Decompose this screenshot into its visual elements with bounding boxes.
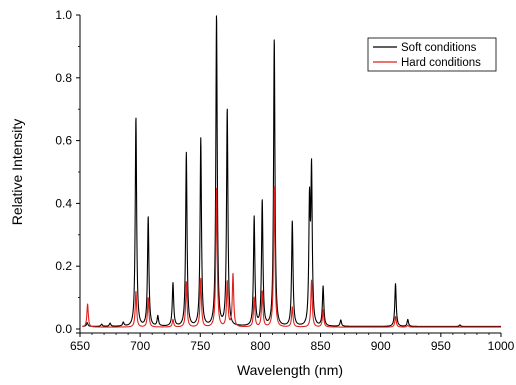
y-tick-label: 1.0 [55,8,72,22]
x-tick-label: 650 [70,339,90,353]
y-tick-label: 0.0 [55,322,72,336]
legend: Soft conditions Hard conditions [367,37,497,72]
y-axis-title: Relative Intensity [9,119,25,226]
x-tick-label: 1000 [488,339,515,353]
legend-box [367,37,497,72]
series-line-soft [82,15,502,328]
legend-label-soft: Soft conditions [401,42,477,54]
y-tick-label: 0.8 [55,71,72,85]
axes: 0.0 0.2 0.4 0.6 0.8 1.0 650 700 750 800 850 900 950 1… [55,8,514,353]
series-line-hard [82,186,502,328]
legend-label-hard: Hard conditions [401,57,481,69]
x-tick-label: 950 [431,339,451,353]
y-tick-label: 0.6 [55,134,72,148]
x-axis-title: Wavelength (nm) [237,362,343,378]
x-tick-label: 900 [371,339,391,353]
y-tick-label: 0.4 [55,196,72,210]
y-tick-label: 0.2 [55,259,72,273]
series-layer [82,15,502,328]
x-tick-label: 800 [250,339,270,353]
x-tick-label: 850 [311,339,331,353]
x-tick-label: 700 [130,339,150,353]
x-tick-label: 750 [190,339,210,353]
